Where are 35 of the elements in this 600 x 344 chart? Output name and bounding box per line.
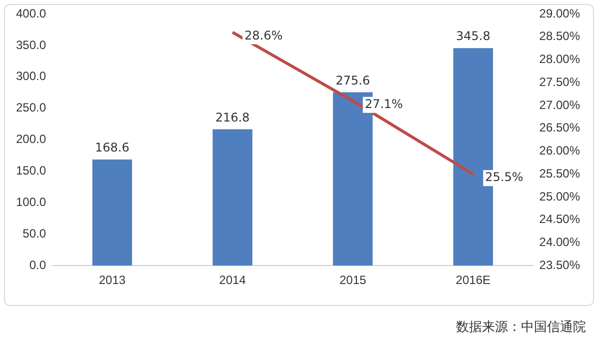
y-tick-label: 100.0 [16, 195, 46, 210]
y-tick-label: 50.0 [22, 226, 46, 240]
y-tick-label: 300.0 [16, 69, 46, 84]
data-label: 25.5% [485, 170, 524, 184]
y2-tick-label: 24.50% [539, 212, 580, 226]
x-tick-label: 2014 [219, 273, 246, 288]
bar [212, 129, 252, 266]
y2-tick-label: 28.00% [539, 52, 580, 66]
bar [92, 160, 132, 266]
y2-tick-label: 27.50% [539, 74, 580, 89]
y2-tick-label: 23.50% [539, 258, 580, 272]
y-tick-label: 200.0 [16, 132, 46, 146]
y2-tick-label: 24.00% [539, 235, 580, 250]
y2-tick-label: 26.50% [539, 120, 580, 135]
y2-tick-label: 26.00% [539, 144, 580, 158]
x-tick-label: 2015 [339, 273, 366, 288]
data-label: 216.8 [215, 110, 250, 124]
y-tick-label: 400.0 [16, 6, 46, 20]
x-tick-label: 2016E [456, 273, 490, 288]
data-label: 28.6% [244, 28, 283, 42]
data-label: 345.8 [456, 29, 490, 44]
data-label: 27.1% [364, 97, 403, 112]
y-tick-label: 0.0 [29, 258, 46, 272]
data-label: 168.6 [95, 140, 130, 155]
y2-tick-label: 29.00% [539, 6, 580, 20]
y-tick-label: 150.0 [16, 164, 46, 178]
y2-tick-label: 27.00% [539, 98, 580, 112]
source-note: 数据来源：中国信通院 [456, 319, 586, 336]
y2-tick-label: 25.00% [539, 189, 580, 204]
data-label: 275.6 [336, 73, 370, 88]
y-tick-label: 350.0 [16, 38, 46, 52]
y2-tick-label: 28.50% [539, 29, 580, 44]
y-tick-label: 250.0 [16, 100, 46, 115]
x-tick-label: 2013 [98, 273, 126, 288]
y2-tick-label: 25.50% [539, 166, 580, 180]
